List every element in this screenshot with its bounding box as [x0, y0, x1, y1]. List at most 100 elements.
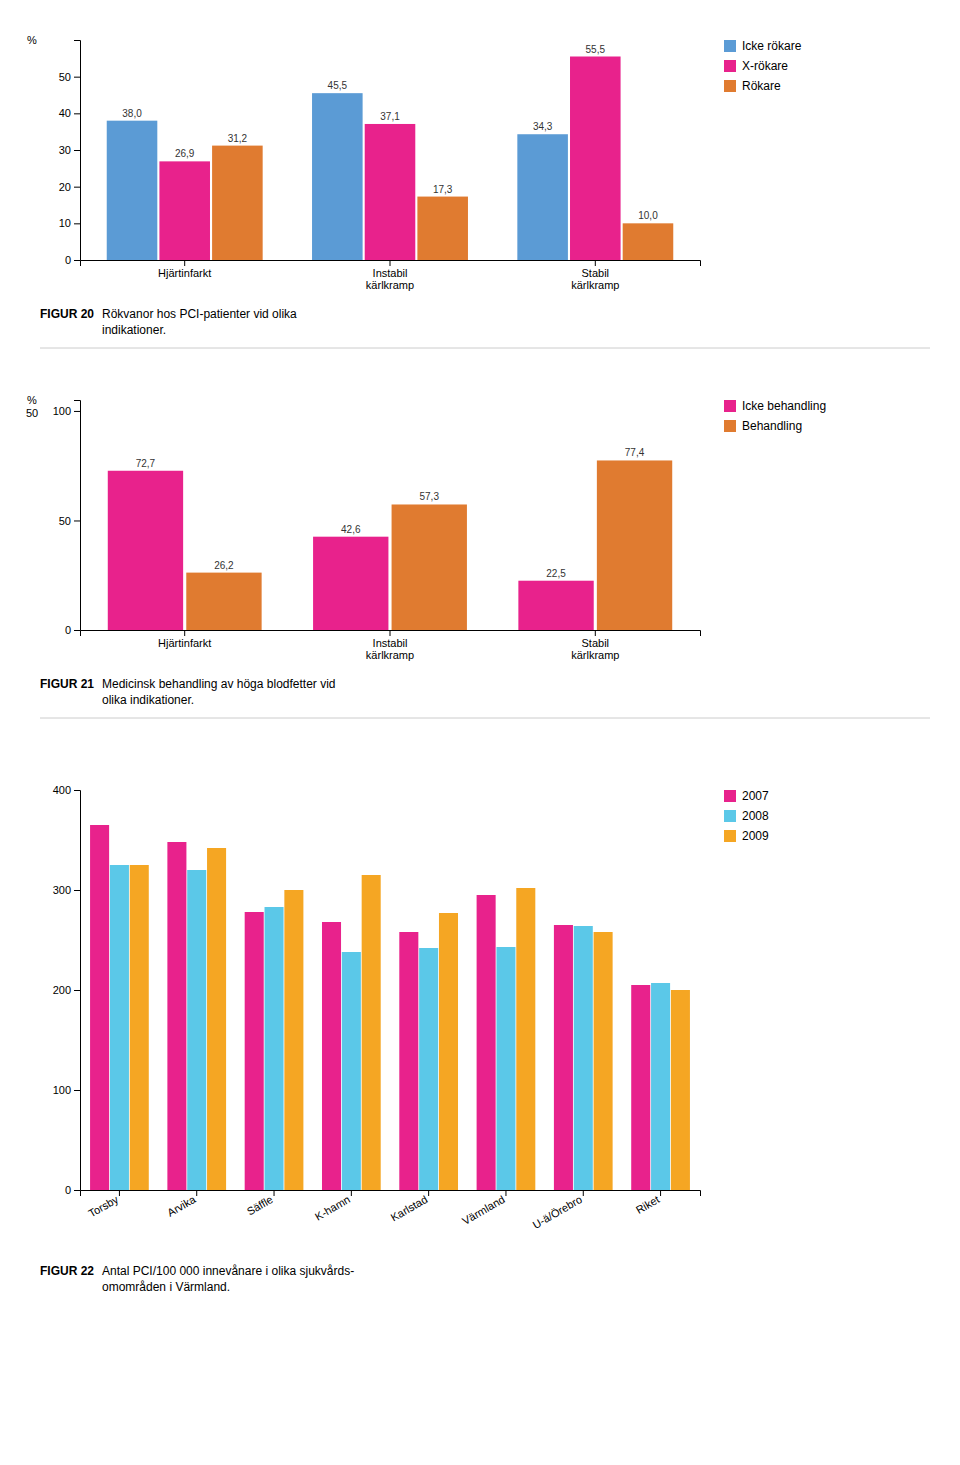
tick-mark [74, 260, 80, 261]
caption-line: Rökvanor hos PCI-patienter vid olika [102, 307, 297, 321]
y-tick-label: 50 [59, 514, 71, 526]
legend-label: Rökare [742, 79, 781, 93]
x-tick-label-line: Värmland [460, 1193, 507, 1227]
y-tick-label: 300 [53, 884, 71, 896]
tick-mark [74, 520, 80, 521]
data-label: 10,0 [638, 210, 658, 221]
data-label: 42,6 [341, 524, 361, 535]
x-tick: Instabilkärlkramp [366, 630, 414, 661]
legend-item: 2007 [724, 789, 769, 803]
y-tick: 0 [65, 254, 80, 266]
y-tick-label: 50 [59, 71, 71, 83]
x-axis: HjärtinfarktInstabilkärlkrampStabilkärlk… [81, 260, 701, 291]
x-tick-label-line: kärlkramp [366, 279, 414, 291]
x-tick-label-line: Karlstad [389, 1193, 430, 1224]
x-tick-label-line: Stabil [582, 267, 610, 279]
bar [570, 57, 621, 261]
legend: 2007 2008 2009 [724, 789, 769, 843]
y-tick: 50 [59, 514, 80, 526]
tick-mark [351, 1190, 352, 1196]
bar [110, 865, 129, 1190]
bars [108, 460, 672, 630]
axis-line [74, 401, 81, 631]
y-tick-label: 0 [65, 624, 71, 636]
bar [631, 985, 650, 1190]
axis-line [81, 631, 701, 637]
tick-mark [119, 1190, 120, 1196]
y-tick-label: 0 [65, 1184, 71, 1196]
y-axis-label-line: % [27, 34, 37, 46]
y-axis-label: % [27, 34, 37, 46]
y-tick-label: 100 [53, 405, 71, 417]
legend-label: 2009 [742, 829, 769, 843]
caption-text: Antal PCI/100 000 innevånare i olika sju… [102, 1264, 354, 1294]
x-tick-label-line: Torsby [86, 1193, 120, 1220]
tick-mark [184, 630, 185, 636]
legend-label: 2008 [742, 809, 769, 823]
caption-text: Rökvanor hos PCI-patienter vid olikaindi… [102, 307, 297, 337]
bar [671, 990, 690, 1190]
caption-title: FIGUR 22 [40, 1264, 94, 1278]
legend-item: Icke rökare [724, 39, 802, 53]
bar [496, 947, 515, 1190]
legend-swatch [724, 80, 736, 92]
y-tick: 100 [53, 405, 80, 417]
data-label: 17,3 [433, 184, 453, 195]
x-tick-label-line: Instabil [373, 637, 408, 649]
data-label: 38,0 [122, 108, 142, 119]
data-label: 77,4 [625, 447, 645, 458]
bar [107, 121, 158, 260]
x-tick: Stabilkärlkramp [571, 260, 619, 291]
bar [518, 581, 593, 630]
x-tick-label-line: Säffle [245, 1193, 275, 1217]
x-tick: Karlstad [389, 1190, 430, 1224]
y-tick: 10 [59, 217, 80, 229]
bars [90, 825, 690, 1190]
legend: Icke behandlingBehandling [724, 399, 826, 433]
axis-line [81, 1191, 701, 1197]
x-tick: K-hamn [313, 1190, 352, 1223]
x-tick-label-line: kärlkramp [571, 279, 619, 291]
bar [108, 471, 183, 630]
legend-item: X-rökare [724, 59, 788, 73]
legend-item: Behandling [724, 419, 802, 433]
chart: 72,742,622,526,257,377,4050100Hjärtinfar… [26, 394, 930, 718]
tick-mark [74, 890, 80, 891]
tick-mark [595, 630, 596, 636]
separator [40, 718, 930, 719]
x-tick-label: Hjärtinfarkt [158, 267, 211, 279]
chart: 0100200300400TorsbyArvikaSäffleK-hamnKar… [40, 784, 769, 1294]
x-tick-label: Instabilkärlkramp [366, 637, 414, 662]
bar [187, 870, 206, 1190]
bar [365, 124, 416, 260]
bar [312, 93, 363, 260]
bar [186, 573, 261, 630]
tick-mark [74, 223, 80, 224]
bar [597, 460, 672, 630]
x-axis: HjärtinfarktInstabilkärlkrampStabilkärlk… [81, 630, 701, 661]
y-tick: 0 [65, 1184, 80, 1196]
x-tick: Hjärtinfarkt [158, 260, 211, 279]
bar [342, 952, 361, 1190]
bar [212, 146, 263, 260]
legend-label: 2007 [742, 789, 769, 803]
x-tick-label-line: kärlkramp [366, 649, 414, 661]
y-tick-label: 30 [59, 144, 71, 156]
x-tick: Hjärtinfarkt [158, 630, 211, 649]
bar [651, 983, 670, 1190]
tick-mark [595, 260, 596, 266]
tick-mark [274, 1190, 275, 1196]
x-tick-label: Stabilkärlkramp [571, 267, 619, 292]
y-tick-label: 10 [59, 217, 71, 229]
x-tick-label: Värmland [460, 1193, 507, 1227]
data-label: 37,1 [380, 111, 400, 122]
y-tick-label: 400 [53, 784, 71, 796]
x-tick-label: Instabilkärlkramp [366, 267, 414, 292]
legend-swatch [724, 60, 736, 72]
x-tick: Instabilkärlkramp [366, 260, 414, 291]
x-tick: Riket [634, 1190, 662, 1216]
tick-mark [74, 411, 80, 412]
tick-mark [74, 77, 80, 78]
x-tick-label: Hjärtinfarkt [158, 637, 211, 649]
bar [167, 842, 186, 1190]
